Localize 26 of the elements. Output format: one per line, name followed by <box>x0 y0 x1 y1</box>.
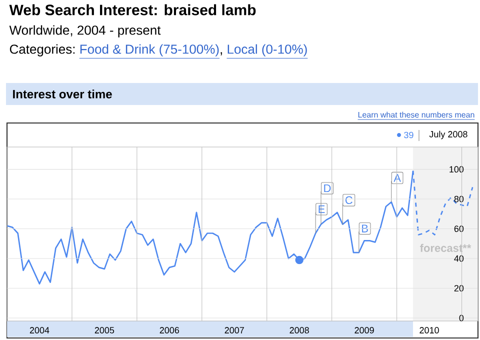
annotation: E <box>318 205 325 213</box>
x-tick-label: 2005 <box>94 327 114 334</box>
chart-title: Web Search Interest: braised lamb <box>9 4 256 16</box>
annotation: D <box>324 184 331 192</box>
text: Learn what these numbers mean <box>358 112 474 118</box>
y-tick-label: 20 <box>454 285 464 292</box>
text: Interest over time <box>13 90 112 98</box>
y-tick-label: 80 <box>454 196 464 202</box>
chart-subtitle: Worldwide, 2004 - present <box>9 25 161 38</box>
x-tick-label: 2008 <box>290 327 309 334</box>
annotation: A <box>394 174 401 182</box>
text: , <box>220 52 222 56</box>
annotation: C <box>345 196 352 204</box>
text: Local (0-10%) <box>228 44 307 56</box>
x-tick-label: 2010 <box>420 327 439 334</box>
y-tick-label: 100 <box>450 166 464 172</box>
text: Categories: <box>10 44 75 56</box>
y-tick-label: 40 <box>454 255 464 262</box>
y-tick-label: 60 <box>454 226 464 232</box>
x-tick-label: 2007 <box>224 327 244 334</box>
x-tick-label: 2004 <box>30 327 50 334</box>
text: July 2008 <box>429 130 468 140</box>
x-tick-label: 2006 <box>160 327 180 334</box>
text: Food & Drink (75-100%) <box>80 44 219 56</box>
text: 39 <box>404 132 414 138</box>
x-tick-label: 2009 <box>354 327 374 334</box>
